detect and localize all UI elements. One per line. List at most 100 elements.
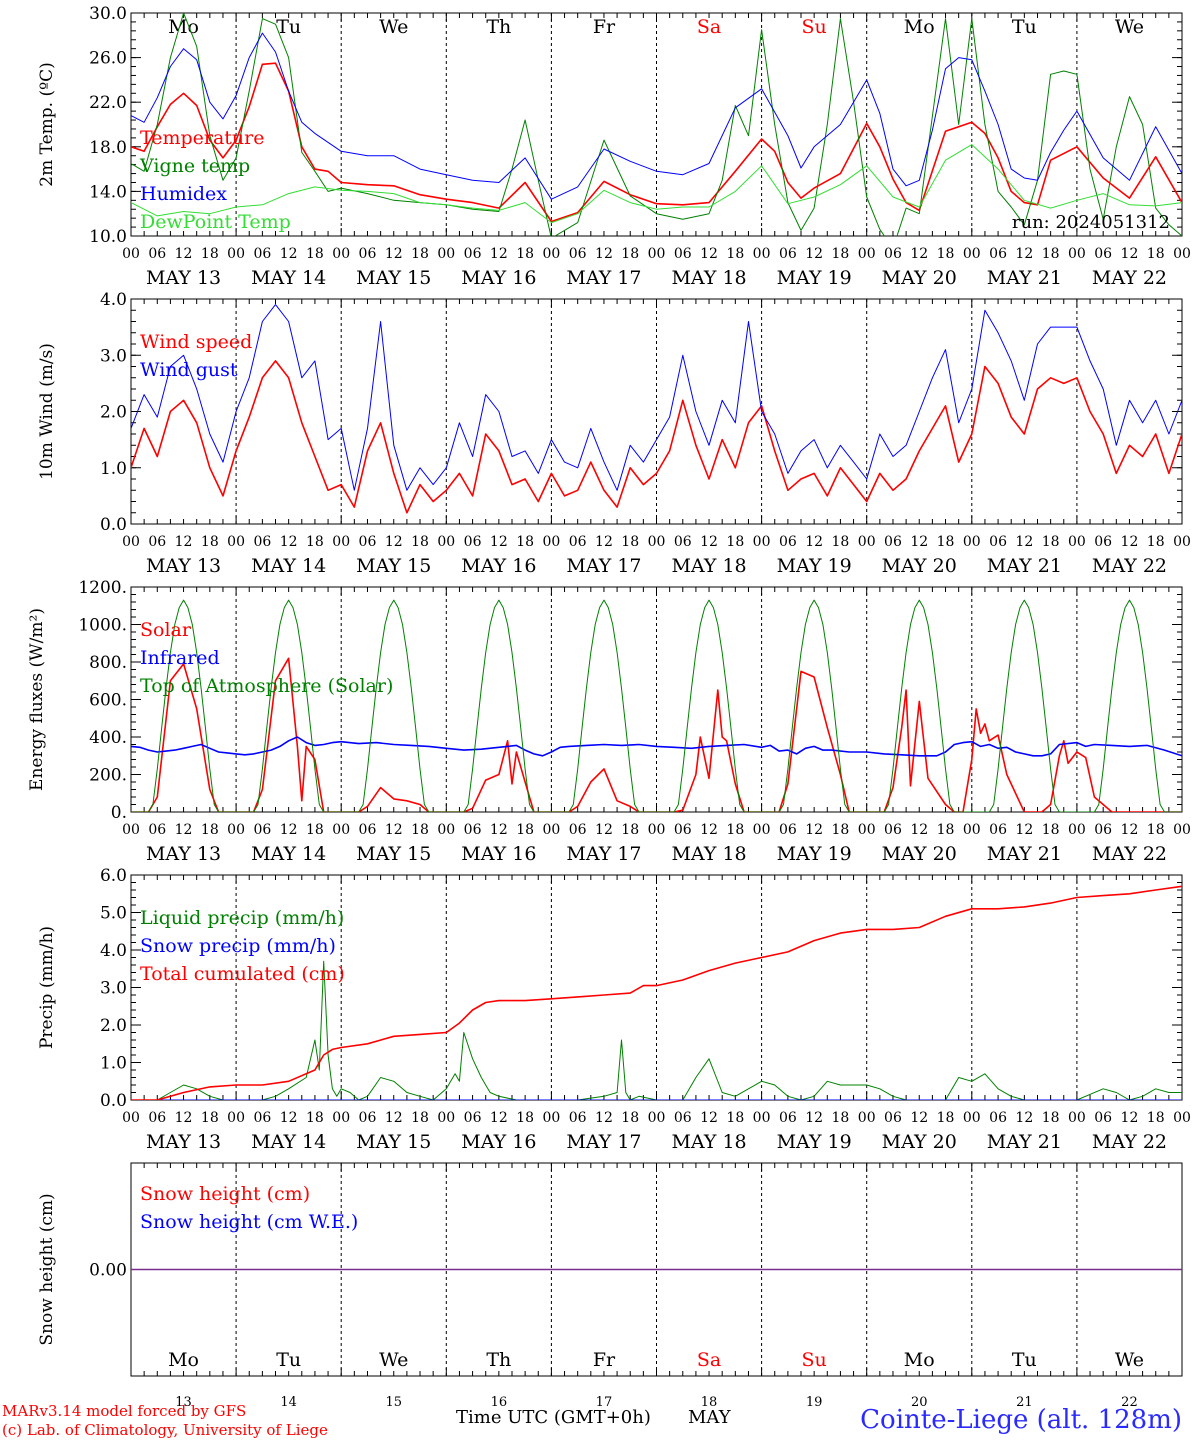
hour-tick-label: 18 — [516, 1110, 534, 1126]
hour-tick-label: 18 — [937, 1110, 955, 1126]
date-label: MAY 20 — [882, 555, 957, 577]
hour-tick-label: 00 — [227, 246, 245, 262]
legend-entry: Wind speed — [140, 331, 252, 353]
hour-tick-label: 00 — [858, 246, 876, 262]
day-name: Fr — [593, 16, 616, 38]
hour-tick-label: 18 — [411, 246, 429, 262]
hour-tick-label: 18 — [306, 1110, 324, 1126]
day-number: 18 — [701, 1395, 718, 1410]
date-label: MAY 19 — [777, 267, 852, 289]
hour-tick-label: 00 — [437, 1110, 455, 1126]
hour-tick-label: 00 — [332, 1110, 350, 1126]
hour-tick-label: 12 — [1121, 246, 1139, 262]
hour-tick-label: 00 — [437, 822, 455, 838]
hour-tick-label: 18 — [1147, 534, 1165, 550]
hour-tick-label: 06 — [148, 534, 166, 550]
hour-tick-label: 06 — [674, 246, 692, 262]
series-line-solar — [131, 657, 1182, 812]
hour-tick-label: 00 — [648, 1110, 666, 1126]
series-line-liquid-precip-mm-h- — [131, 960, 1182, 1100]
date-label: MAY 19 — [777, 843, 852, 865]
hour-tick-label: 00 — [542, 1110, 560, 1126]
series-group — [131, 13, 1182, 236]
date-label: MAY 21 — [987, 1131, 1062, 1153]
hour-tick-label: 00 — [1068, 246, 1086, 262]
day-name: Su — [802, 16, 827, 38]
hour-tick-label: 18 — [201, 534, 219, 550]
hour-tick-label: 12 — [595, 1110, 613, 1126]
hour-tick-label: 12 — [280, 822, 298, 838]
hour-tick-label: 18 — [201, 1110, 219, 1126]
date-label: MAY 22 — [1092, 843, 1167, 865]
date-label: MAY 21 — [987, 267, 1062, 289]
hour-tick-label: 12 — [490, 534, 508, 550]
day-number: 16 — [491, 1395, 508, 1410]
date-label: MAY 20 — [882, 1131, 957, 1153]
y-tick-label: 0.0 — [100, 1091, 127, 1111]
date-label: MAY 22 — [1092, 555, 1167, 577]
hour-tick-label: 18 — [726, 534, 744, 550]
day-number: 22 — [1121, 1395, 1138, 1410]
hour-tick-label: 00 — [332, 534, 350, 550]
series-line-vigne-temp — [131, 13, 1182, 236]
hour-tick-label: 12 — [700, 1110, 718, 1126]
y-tick-label: 800. — [89, 653, 127, 673]
y-tick-label: 5.0 — [100, 904, 127, 924]
hour-tick-label: 18 — [621, 246, 639, 262]
hour-tick-label: 06 — [148, 822, 166, 838]
hour-tick-label: 00 — [858, 1110, 876, 1126]
hour-tick-label: 06 — [1094, 534, 1112, 550]
y-axis-label: 10m Wind (m/s) — [37, 343, 57, 480]
day-number: 15 — [385, 1395, 402, 1410]
lab-credit: (c) Lab. of Climatology, University of L… — [2, 1421, 328, 1439]
day-name: Tu — [1012, 16, 1037, 38]
hour-tick-label: 18 — [937, 534, 955, 550]
date-label: MAY 21 — [987, 555, 1062, 577]
hour-tick-label: 06 — [148, 246, 166, 262]
hour-tick-label: 06 — [569, 822, 587, 838]
hour-tick-label: 06 — [779, 246, 797, 262]
hour-tick-label: 18 — [201, 246, 219, 262]
date-label: MAY 14 — [251, 555, 326, 577]
panel-energy: 0. 200. 400. 600. 800. 1000. 1200. Energy fluxe… — [27, 578, 1191, 865]
run-annotation: run: 2024051312 — [1012, 212, 1170, 233]
hour-tick-label: 06 — [884, 534, 902, 550]
hour-tick-label: 12 — [595, 822, 613, 838]
hour-tick-label: 12 — [910, 534, 928, 550]
y-axis-label: Precip (mm/h) — [37, 926, 57, 1049]
hour-tick-label: 18 — [411, 534, 429, 550]
hour-tick-label: 18 — [201, 822, 219, 838]
hour-tick-label: 00 — [858, 534, 876, 550]
hour-tick-label: 12 — [700, 822, 718, 838]
y-tick-label: 4.0 — [100, 941, 127, 961]
hour-tick-label: 06 — [253, 246, 271, 262]
hour-tick-label: 18 — [832, 534, 850, 550]
hour-tick-label: 06 — [253, 1110, 271, 1126]
hour-tick-label: 06 — [674, 1110, 692, 1126]
hour-tick-label: 06 — [779, 1110, 797, 1126]
hour-tick-label: 12 — [1121, 1110, 1139, 1126]
hour-tick-label: 06 — [989, 822, 1007, 838]
hour-tick-label: 18 — [1042, 1110, 1060, 1126]
hour-tick-label: 12 — [910, 246, 928, 262]
y-tick-label: 2.0 — [100, 403, 127, 423]
hour-tick-label: 18 — [516, 534, 534, 550]
day-name: We — [379, 1349, 408, 1371]
hour-tick-label: 18 — [306, 534, 324, 550]
date-label: MAY 16 — [461, 843, 536, 865]
series-group — [131, 599, 1182, 812]
hour-tick-label: 12 — [805, 534, 823, 550]
legend-entry: Humidex — [140, 183, 227, 205]
date-label: MAY 13 — [146, 555, 221, 577]
hour-tick-label: 06 — [884, 246, 902, 262]
hour-tick-label: 12 — [910, 822, 928, 838]
date-label: MAY 21 — [987, 843, 1062, 865]
hour-tick-label: 06 — [674, 534, 692, 550]
hour-tick-label: 12 — [1015, 534, 1033, 550]
hour-tick-label: 00 — [1173, 534, 1191, 550]
model-credit: MARv3.14 model forced by GFS — [2, 1402, 246, 1420]
hour-tick-label: 00 — [753, 1110, 771, 1126]
hour-tick-label: 00 — [1068, 534, 1086, 550]
hour-tick-label: 18 — [516, 246, 534, 262]
hour-tick-label: 18 — [937, 246, 955, 262]
